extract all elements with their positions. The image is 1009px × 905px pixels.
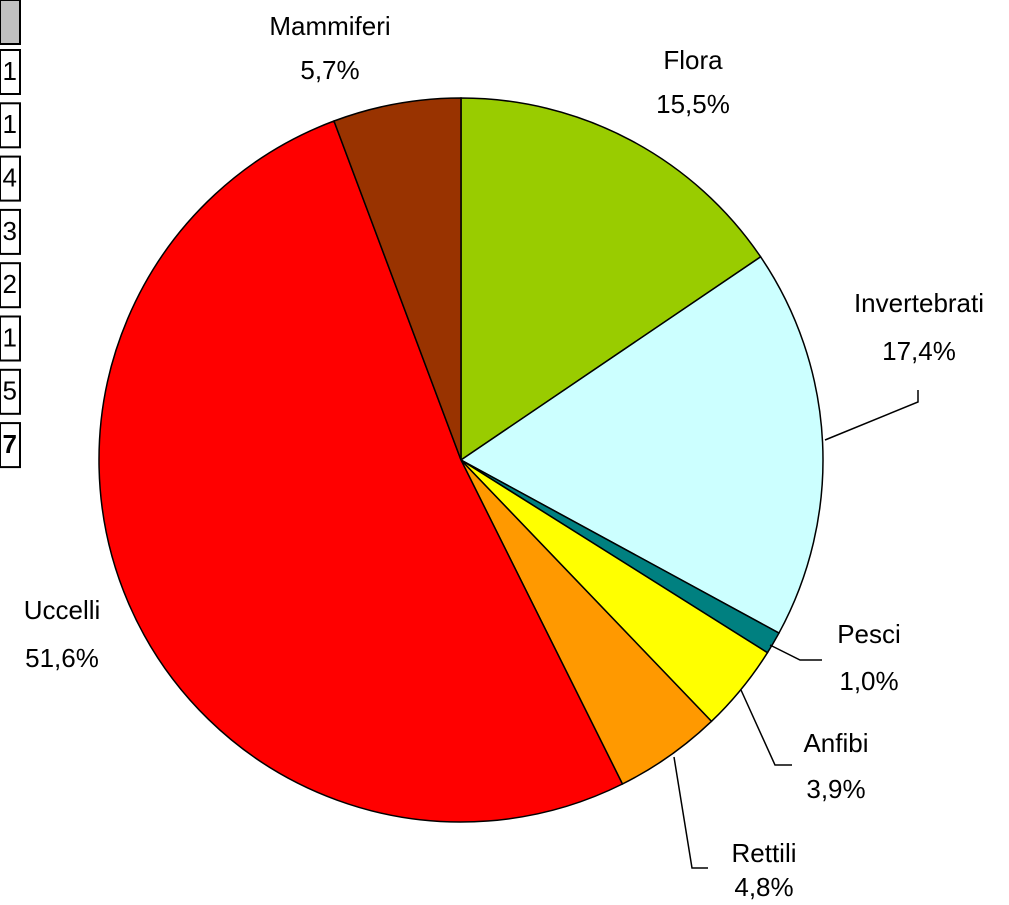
slice-label: Uccelli xyxy=(24,595,101,625)
table-cell-text: 4 xyxy=(3,162,17,192)
slice-value-label: 51,6% xyxy=(25,643,99,673)
pie-slice xyxy=(459,255,824,635)
slice-value-label: 1,0% xyxy=(839,666,898,696)
pie-slice xyxy=(333,97,462,461)
table-cell xyxy=(0,422,21,469)
table-cell-text: 5 xyxy=(3,376,17,406)
pie-slice xyxy=(460,97,762,462)
table-cell xyxy=(0,262,21,309)
table-cell xyxy=(0,315,21,362)
table-cell xyxy=(0,49,21,95)
slice-label: Invertebrati xyxy=(854,288,984,318)
table-cell-text: 1 xyxy=(3,56,17,86)
table-cell xyxy=(0,155,21,202)
leader-line xyxy=(824,390,919,441)
slice-label: Anfibi xyxy=(803,728,868,758)
pie-slice xyxy=(98,120,624,823)
leader-line xyxy=(769,644,822,661)
table-header-cell xyxy=(0,0,21,45)
table-cell xyxy=(0,368,21,415)
table-cell-text: 1 xyxy=(3,109,17,139)
slice-label: Mammiferi xyxy=(269,11,390,41)
table-cell-text: 3 xyxy=(3,216,17,246)
table-cell-text: 7 xyxy=(3,429,17,459)
table-cell xyxy=(0,102,21,149)
slice-label: Flora xyxy=(663,45,723,75)
table-cell xyxy=(0,208,21,255)
slice-value-label: 15,5% xyxy=(656,89,730,119)
slice-label: Pesci xyxy=(837,619,901,649)
slice-label: Rettili xyxy=(731,838,796,868)
slice-value-label: 4,8% xyxy=(734,872,793,902)
slice-value-label: 3,9% xyxy=(806,774,865,804)
slice-value-label: 17,4% xyxy=(882,336,956,366)
table-cell-text: 1 xyxy=(3,322,17,352)
leader-line xyxy=(673,756,708,869)
slice-value-label: 5,7% xyxy=(300,55,359,85)
table-cell-text: 2 xyxy=(3,269,17,299)
leader-line xyxy=(740,689,792,766)
